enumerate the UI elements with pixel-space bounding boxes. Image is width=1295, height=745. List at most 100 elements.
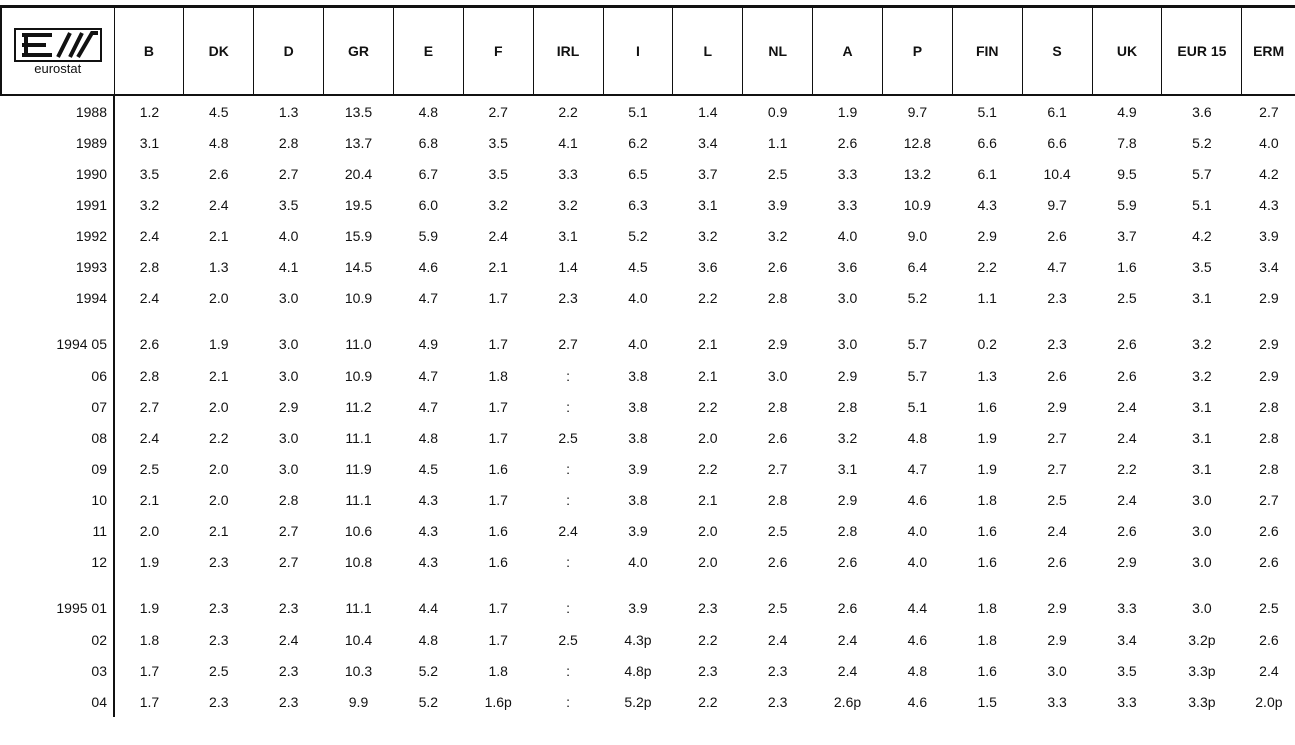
cell: : xyxy=(566,398,571,415)
cell: 3.9 xyxy=(767,196,788,213)
cell: 10.9 xyxy=(344,367,373,384)
cell: 1.6 xyxy=(1117,258,1137,275)
cell: 2.6 xyxy=(837,134,858,151)
cell: 2.4 xyxy=(1259,662,1279,679)
cell: 4.6 xyxy=(907,631,928,648)
cell: 2.0 xyxy=(698,429,718,446)
cell: 2.6 xyxy=(1259,631,1279,648)
column-header: ERM xyxy=(1241,5,1295,96)
cell: 4.0 xyxy=(837,227,858,244)
cell: 2.6 xyxy=(767,258,788,275)
cell: 1.6 xyxy=(977,662,997,679)
cell: 4.1 xyxy=(278,258,299,275)
cell: 4.0 xyxy=(628,336,648,352)
header-row: eurostat B DK D GR E F IRL I L NL A P FIN S UK EUR 15 ER… xyxy=(0,5,1295,96)
table-body: 1988 1.2 4.5 1.3 13.5 4.8 2.7 2.2 5.1 1.4 0.9 1.9 9.… xyxy=(1,95,1295,717)
cell: 1.9 xyxy=(977,429,997,446)
cell: 2.5 xyxy=(558,631,578,648)
cell: 2.5 xyxy=(139,460,160,477)
cell: 4.7 xyxy=(418,289,439,306)
cell: 19.5 xyxy=(344,196,373,213)
cell: 2.0 xyxy=(139,522,160,539)
cell: 13.2 xyxy=(903,165,931,182)
cell: 2.9 xyxy=(1259,367,1279,384)
cell: 6.4 xyxy=(907,258,928,275)
column-header: NL xyxy=(742,5,813,96)
row-label: 11 xyxy=(1,515,115,546)
cell: 5.9 xyxy=(1117,196,1137,213)
cell: 2.5 xyxy=(767,600,788,616)
cell: 1.7 xyxy=(488,429,508,446)
cell: 4.3 xyxy=(1259,196,1279,213)
cell: 15.9 xyxy=(344,227,373,244)
cell: 13.7 xyxy=(344,134,373,151)
cell: 11.9 xyxy=(345,460,372,477)
cell: 1.3 xyxy=(278,103,299,120)
cell: 2.3 xyxy=(278,693,299,710)
cell: 1.8 xyxy=(977,491,997,508)
cell: 2.9 xyxy=(1259,336,1279,352)
cell: 2.6 xyxy=(1047,553,1067,570)
cell: 3.0 xyxy=(1047,662,1067,679)
cell: 3.3 xyxy=(837,196,858,213)
cell: 10.3 xyxy=(344,662,373,679)
cell: 2.5 xyxy=(767,165,788,182)
cell: : xyxy=(566,600,571,616)
cell: 1.6 xyxy=(488,553,508,570)
cell: 4.0 xyxy=(907,553,928,570)
cell: 3.6 xyxy=(698,258,718,275)
cell: 2.9 xyxy=(1047,398,1067,415)
logo-graphic xyxy=(13,27,102,62)
cell: : xyxy=(566,460,571,477)
cell: 3.8 xyxy=(628,429,648,446)
cell: 2.7 xyxy=(278,553,299,570)
cell: 6.5 xyxy=(628,165,648,182)
cell: 6.1 xyxy=(977,165,997,182)
cell: 3.5 xyxy=(278,196,299,213)
cell: 3.3 xyxy=(1047,693,1067,710)
cell: 2.4 xyxy=(278,631,299,648)
cell: 2.9 xyxy=(837,367,858,384)
cell: 2.3 xyxy=(767,662,788,679)
row-label: 1992 xyxy=(1,220,115,251)
cell: 4.8 xyxy=(907,429,928,446)
cell: 1.4 xyxy=(558,258,578,275)
cell: 2.5 xyxy=(209,662,229,679)
cell: 2.8 xyxy=(1259,460,1279,477)
row-label: 04 xyxy=(1,686,115,717)
cell: 2.8 xyxy=(139,258,160,275)
cell: 1.7 xyxy=(139,693,160,710)
cell: 3.1 xyxy=(558,227,578,244)
cell: 4.5 xyxy=(209,103,229,120)
cell: 0.2 xyxy=(977,336,997,352)
cell: 2.4 xyxy=(1117,398,1137,415)
cell: 1.3 xyxy=(209,258,229,275)
cell: 3.0 xyxy=(278,367,299,384)
data-table: eurostat B DK D GR E F IRL I L NL A P FIN S UK EUR 15 ER… xyxy=(0,5,1295,717)
cell: 1.9 xyxy=(837,103,858,120)
cell: 4.6 xyxy=(418,258,439,275)
cell: 9.5 xyxy=(1117,165,1137,182)
cell: 3.7 xyxy=(1117,227,1137,244)
cell: 2.6 xyxy=(1259,553,1279,570)
cell: 2.4 xyxy=(558,522,578,539)
cell: 4.5 xyxy=(418,460,439,477)
cell: 1.7 xyxy=(139,662,160,679)
cell: 2.4 xyxy=(139,289,160,306)
cell: 2.8 xyxy=(278,134,299,151)
cell: 2.0 xyxy=(209,398,229,415)
cell: 2.6p xyxy=(833,693,862,710)
cell: 1.7 xyxy=(488,289,508,306)
row-label: 1989 xyxy=(1,127,115,158)
cell: 3.2 xyxy=(139,196,160,213)
cell: 3.2 xyxy=(767,227,788,244)
cell: 2.5 xyxy=(1259,600,1279,616)
cell: 2.3 xyxy=(698,600,718,616)
cell: 3.6 xyxy=(1192,103,1212,120)
cell: 1.6 xyxy=(977,398,997,415)
cell: 2.3 xyxy=(209,631,229,648)
cell: 13.5 xyxy=(344,103,373,120)
cell: 2.1 xyxy=(698,336,718,352)
row-label: 08 xyxy=(1,422,115,453)
cell: 2.1 xyxy=(488,258,508,275)
